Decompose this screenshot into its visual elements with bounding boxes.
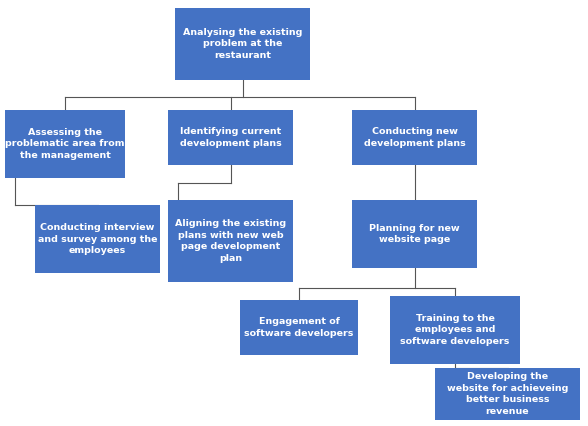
FancyBboxPatch shape [5, 110, 125, 178]
FancyBboxPatch shape [35, 205, 160, 273]
FancyBboxPatch shape [240, 300, 358, 355]
FancyBboxPatch shape [175, 8, 310, 80]
Text: Assessing the
problematic area from
the management: Assessing the problematic area from the … [5, 128, 125, 160]
FancyBboxPatch shape [352, 200, 477, 268]
FancyBboxPatch shape [168, 200, 293, 282]
FancyBboxPatch shape [435, 368, 580, 420]
Text: Planning for new
website page: Planning for new website page [369, 224, 460, 245]
Text: Training to the
employees and
software developers: Training to the employees and software d… [400, 314, 510, 346]
Text: Conducting new
development plans: Conducting new development plans [363, 127, 465, 148]
Text: Engagement of
software developers: Engagement of software developers [244, 317, 354, 338]
FancyBboxPatch shape [352, 110, 477, 165]
FancyBboxPatch shape [168, 110, 293, 165]
Text: Developing the
website for achieveing
better business
revenue: Developing the website for achieveing be… [447, 372, 568, 416]
Text: Aligning the existing
plans with new web
page development
plan: Aligning the existing plans with new web… [175, 219, 286, 263]
Text: Conducting interview
and survey among the
employees: Conducting interview and survey among th… [38, 223, 157, 255]
FancyBboxPatch shape [390, 296, 520, 364]
Text: Analysing the existing
problem at the
restaurant: Analysing the existing problem at the re… [183, 28, 302, 60]
Text: Identifying current
development plans: Identifying current development plans [179, 127, 282, 148]
